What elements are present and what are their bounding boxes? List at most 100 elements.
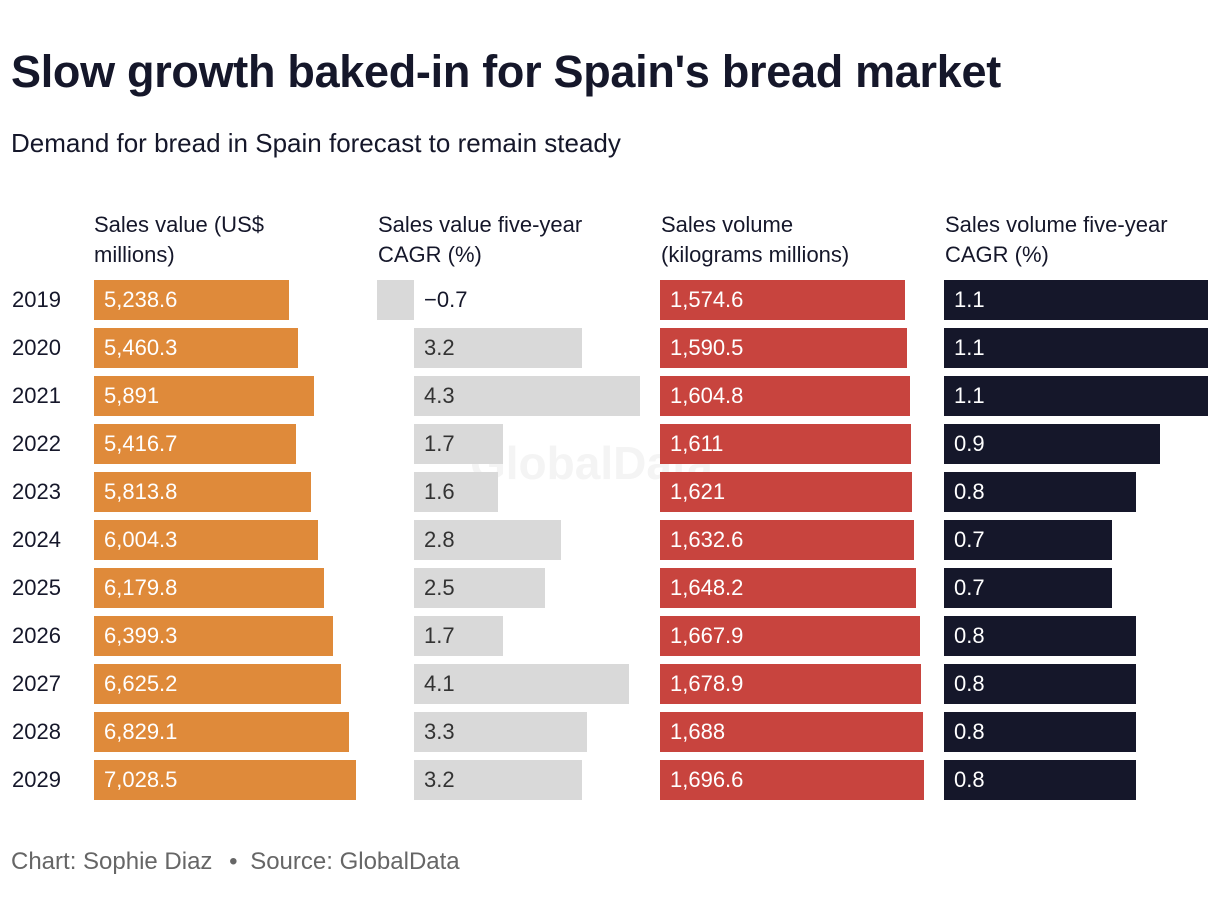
sales-value-cagr-value-label: 2.5 <box>424 575 455 600</box>
sales-volume-cagr-bar <box>944 328 1208 368</box>
footer-separator: • <box>229 848 238 875</box>
sales-volume-cagr-bar <box>944 424 1160 464</box>
chart-footer: Chart: Sophie Diaz • Source: GlobalData <box>11 848 460 876</box>
sales-value-bar <box>94 568 325 608</box>
header-line: Sales value (US$ <box>94 212 264 237</box>
sales-value-value-label: 5,813.8 <box>104 479 178 504</box>
sales-volume-bar <box>660 664 922 704</box>
year-label: 2028 <box>12 719 61 744</box>
sales-value-cagr-value-label: 4.1 <box>424 671 455 696</box>
sales-value-value-label: 5,238.6 <box>104 287 178 312</box>
column-header-sales-value: Sales value (US$ millions) <box>94 210 364 270</box>
sales-value-bar <box>94 520 318 560</box>
year-label: 2020 <box>12 335 61 360</box>
sales-volume-bar <box>660 280 906 320</box>
column-header-sales-volume-cagr: Sales volume five-year CAGR (%) <box>945 210 1215 270</box>
sales-value-cagr-value-label: −0.7 <box>424 287 468 312</box>
sales-value-cagr-bar <box>377 280 414 320</box>
header-line: CAGR (%) <box>378 242 482 267</box>
sales-volume-cagr-bar <box>944 280 1208 320</box>
sales-value-cagr-bar <box>414 520 562 560</box>
sales-value-cagr-value-label: 2.8 <box>424 527 455 552</box>
sales-volume-value-label: 1,611 <box>670 431 724 456</box>
year-label: 2029 <box>12 767 61 792</box>
sales-value-cagr-bar <box>414 472 499 512</box>
sales-volume-cagr-value-label: 0.9 <box>954 431 985 456</box>
sales-value-cagr-value-label: 1.7 <box>424 623 455 648</box>
sales-value-cagr-value-label: 1.7 <box>424 431 455 456</box>
sales-value-bar <box>94 376 314 416</box>
sales-volume-cagr-bar <box>944 712 1136 752</box>
sales-value-cagr-value-label: 3.2 <box>424 767 455 792</box>
sales-volume-bar <box>660 472 913 512</box>
sales-value-bar <box>94 328 298 368</box>
year-label: 2022 <box>12 431 61 456</box>
sales-value-value-label: 6,179.8 <box>104 575 178 600</box>
sales-value-cagr-bar <box>414 664 630 704</box>
sales-volume-cagr-value-label: 1.1 <box>954 287 985 312</box>
header-line: Sales value five-year <box>378 212 583 237</box>
sales-volume-value-label: 1,648.2 <box>670 575 744 600</box>
sales-volume-bar <box>660 520 915 560</box>
sales-volume-cagr-value-label: 0.8 <box>954 719 985 744</box>
sales-volume-value-label: 1,590.5 <box>670 335 744 360</box>
sales-volume-value-label: 1,696.6 <box>670 767 744 792</box>
sales-volume-cagr-value-label: 0.7 <box>954 527 985 552</box>
year-label: 2019 <box>12 287 61 312</box>
sales-value-cagr-bar <box>414 616 504 656</box>
sales-value-bar <box>94 664 341 704</box>
sales-volume-cagr-value-label: 1.1 <box>954 383 985 408</box>
sales-value-value-label: 5,891 <box>104 383 160 408</box>
sales-volume-value-label: 1,621 <box>670 479 726 504</box>
sales-volume-bar <box>660 376 910 416</box>
chart-title: Slow growth baked-in for Spain's bread m… <box>11 46 1001 97</box>
sales-volume-cagr-bar <box>944 376 1208 416</box>
sales-value-cagr-value-label: 3.3 <box>424 719 455 744</box>
chart-subtitle: Demand for bread in Spain forecast to re… <box>11 128 621 158</box>
sales-volume-cagr-bar <box>944 664 1136 704</box>
sales-volume-value-label: 1,604.8 <box>670 383 744 408</box>
sales-volume-cagr-value-label: 0.8 <box>954 623 985 648</box>
year-label: 2025 <box>12 575 61 600</box>
chart-source: Source: GlobalData <box>250 848 460 875</box>
sales-value-cagr-bar <box>414 376 640 416</box>
sales-value-cagr-bar <box>414 328 583 368</box>
sales-volume-bar <box>660 328 908 368</box>
sales-value-cagr-value-label: 3.2 <box>424 335 455 360</box>
sales-value-bar <box>94 424 296 464</box>
sales-value-bar <box>94 712 349 752</box>
year-label: 2027 <box>12 671 61 696</box>
sales-volume-cagr-bar <box>944 568 1112 608</box>
sales-volume-value-label: 1,632.6 <box>670 527 744 552</box>
sales-value-bar <box>94 280 290 320</box>
sales-volume-cagr-value-label: 0.8 <box>954 479 985 504</box>
header-line: Sales volume <box>661 212 794 237</box>
sales-volume-value-label: 1,688 <box>670 719 726 744</box>
sales-value-value-label: 6,004.3 <box>104 527 178 552</box>
sales-value-cagr-bar <box>414 712 588 752</box>
sales-value-bar <box>94 760 356 800</box>
sales-value-cagr-value-label: 4.3 <box>424 383 455 408</box>
column-header-sales-value-cagr: Sales value five-year CAGR (%) <box>378 210 648 270</box>
sales-value-value-label: 7,028.5 <box>104 767 178 792</box>
sales-volume-cagr-value-label: 0.7 <box>954 575 985 600</box>
sales-volume-bar <box>660 760 924 800</box>
sales-volume-bar <box>660 712 923 752</box>
year-label: 2021 <box>12 383 61 408</box>
sales-volume-value-label: 1,574.6 <box>670 287 744 312</box>
sales-volume-value-label: 1,667.9 <box>670 623 744 648</box>
sales-value-cagr-value-label: 1.6 <box>424 479 455 504</box>
header-line: Sales volume five-year <box>945 212 1168 237</box>
sales-value-value-label: 6,399.3 <box>104 623 178 648</box>
sales-volume-bar <box>660 616 920 656</box>
sales-value-value-label: 6,625.2 <box>104 671 178 696</box>
chart-credit: Chart: Sophie Diaz <box>11 848 213 875</box>
sales-volume-cagr-bar <box>944 472 1136 512</box>
year-label: 2023 <box>12 479 61 504</box>
sales-value-cagr-bar <box>414 424 504 464</box>
sales-value-value-label: 6,829.1 <box>104 719 178 744</box>
sales-volume-cagr-value-label: 0.8 <box>954 671 985 696</box>
sales-volume-cagr-bar <box>944 760 1136 800</box>
year-label: 2024 <box>12 527 61 552</box>
sales-value-bar <box>94 616 333 656</box>
